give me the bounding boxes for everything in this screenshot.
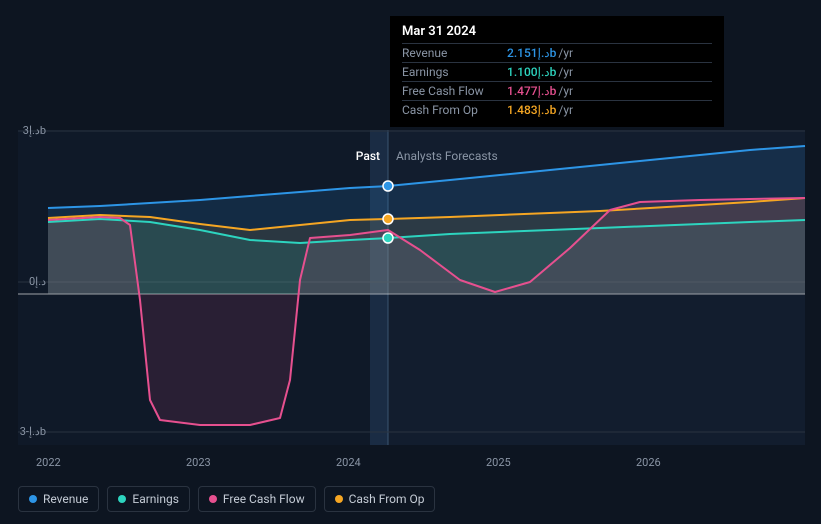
past-label: Past — [356, 149, 380, 163]
y-axis-label: د.إ0 — [29, 275, 46, 288]
legend-dot-icon — [118, 495, 126, 503]
y-axis-label: د.إ3b — [23, 124, 46, 137]
x-axis-label: 2022 — [36, 456, 61, 469]
financial-chart: د.إ3b د.إ0 د.إ-3b 2022 2023 2024 2025 2026 Pas… — [0, 0, 821, 524]
tooltip-row-value: د.إ1.477b — [507, 84, 556, 98]
legend-item-earnings[interactable]: Earnings — [107, 486, 190, 512]
tooltip-row: Cash From Opد.إ1.483b /yr — [402, 100, 712, 119]
chart-tooltip: Mar 31 2024 Revenueد.إ2.151b /yrEarnings… — [390, 16, 724, 127]
legend-item-label: Free Cash Flow — [223, 492, 305, 506]
tooltip-row-unit: /yr — [558, 46, 573, 60]
legend-dot-icon — [29, 495, 37, 503]
legend-item-revenue[interactable]: Revenue — [18, 486, 99, 512]
tooltip-row-label: Free Cash Flow — [402, 84, 507, 98]
tooltip-row-label: Cash From Op — [402, 103, 507, 117]
x-axis-label: 2025 — [486, 456, 511, 469]
legend-item-label: Cash From Op — [349, 492, 425, 506]
legend-item-label: Revenue — [43, 492, 88, 506]
tooltip-row: Earningsد.إ1.100b /yr — [402, 62, 712, 81]
tooltip-row-value: د.إ1.483b — [507, 103, 556, 117]
x-axis-label: 2023 — [186, 456, 211, 469]
legend-item-cash-from-op[interactable]: Cash From Op — [324, 486, 436, 512]
tooltip-row-value: د.إ1.100b — [507, 65, 556, 79]
legend-dot-icon — [335, 495, 343, 503]
y-axis-label: د.إ-3b — [20, 425, 46, 438]
tooltip-row-label: Revenue — [402, 46, 507, 60]
legend-item-free-cash-flow[interactable]: Free Cash Flow — [198, 486, 316, 512]
tooltip-row: Free Cash Flowد.إ1.477b /yr — [402, 81, 712, 100]
tooltip-row-value: د.إ2.151b — [507, 46, 556, 60]
tooltip-row: Revenueد.إ2.151b /yr — [402, 43, 712, 62]
tooltip-row-unit: /yr — [558, 84, 573, 98]
tooltip-title: Mar 31 2024 — [402, 24, 712, 39]
x-axis-label: 2026 — [636, 456, 661, 469]
tooltip-row-label: Earnings — [402, 65, 507, 79]
forecast-label: Analysts Forecasts — [396, 149, 498, 163]
tooltip-row-unit: /yr — [558, 103, 573, 117]
tooltip-row-unit: /yr — [558, 65, 573, 79]
chart-legend: Revenue Earnings Free Cash Flow Cash From O… — [18, 486, 435, 512]
x-axis-label: 2024 — [336, 456, 361, 469]
legend-dot-icon — [209, 495, 217, 503]
legend-item-label: Earnings — [132, 492, 179, 506]
